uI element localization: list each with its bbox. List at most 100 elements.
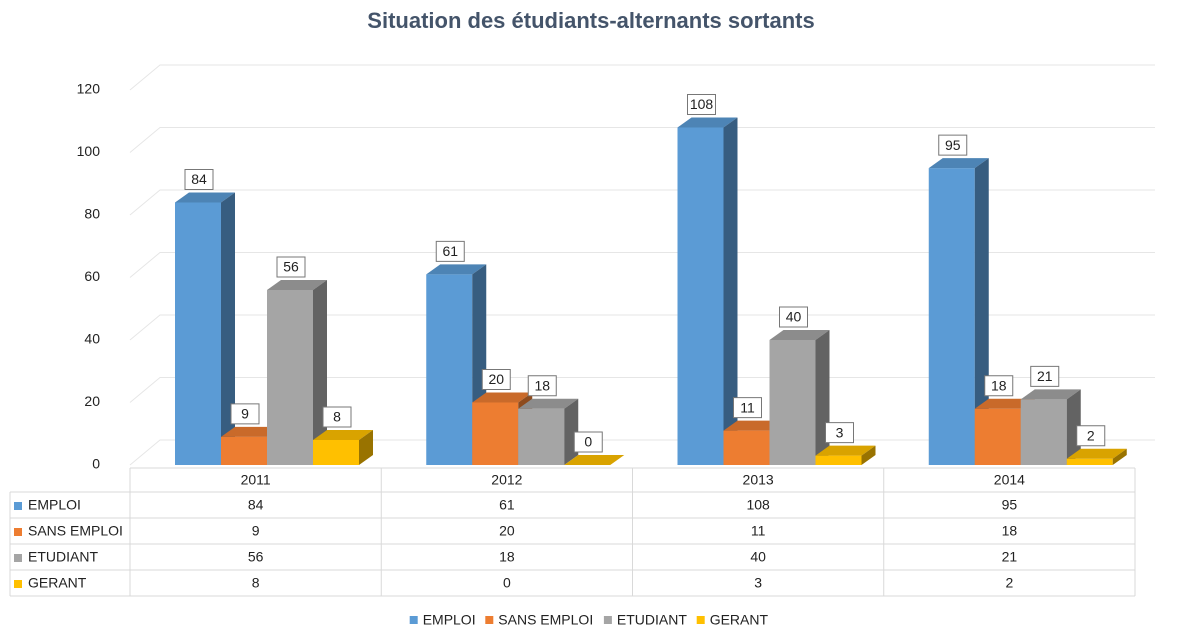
bar-front [175, 202, 221, 465]
grid-line [129, 64, 1155, 91]
legend-key [409, 616, 418, 624]
table-cell: 56 [248, 549, 264, 565]
table-cell: 0 [503, 575, 511, 591]
data-label-box [184, 169, 214, 190]
bar-top [267, 280, 327, 290]
data-label-box [230, 403, 260, 425]
data-label-box [527, 375, 557, 397]
data-label: 2 [1087, 427, 1095, 443]
data-label: 40 [786, 309, 802, 325]
x-tick-label: 2014 [994, 472, 1025, 488]
data-label-box [435, 240, 465, 262]
bar-top [175, 192, 235, 203]
data-label: 21 [1037, 368, 1053, 384]
bar-side [1112, 448, 1127, 465]
table-cell: 84 [248, 497, 264, 513]
data-label: 11 [740, 399, 755, 415]
table-cell: 18 [499, 549, 515, 565]
x-tick-label: 2012 [491, 472, 522, 488]
table-row-label: ETUDIANT [28, 549, 98, 565]
bar-side [221, 192, 235, 465]
bar-top [974, 398, 1035, 409]
bar-top [313, 430, 373, 440]
bar-front [267, 290, 313, 465]
bar-top [677, 117, 738, 128]
data-label: 9 [241, 406, 249, 422]
data-label-box [1076, 425, 1106, 447]
bar-top [928, 158, 989, 169]
bar-front [313, 440, 359, 465]
data-label: 20 [488, 371, 504, 387]
bar-top [769, 330, 830, 340]
grid-line [129, 127, 1155, 153]
y-tick-label: 60 [84, 268, 100, 284]
bar-top [564, 455, 625, 465]
data-label-box [573, 431, 603, 453]
data-label-box [687, 94, 716, 115]
table-cell: 21 [1002, 549, 1018, 565]
table-cell: 18 [1002, 523, 1018, 539]
table-cell: 108 [746, 497, 770, 513]
data-label: 61 [442, 243, 458, 259]
bar [769, 330, 830, 465]
table-cell: 40 [750, 549, 766, 565]
data-label-box [779, 306, 808, 328]
bar [267, 280, 327, 465]
grid-line [129, 189, 1155, 216]
bar-front [426, 274, 473, 465]
bar-top [472, 392, 533, 403]
table-cell: 20 [499, 523, 515, 539]
legend-key [485, 616, 494, 624]
bar-top [815, 445, 876, 456]
data-label: 0 [584, 434, 592, 450]
bar-front [815, 455, 862, 465]
legend-label: ETUDIANT [617, 612, 687, 628]
data-label: 95 [945, 137, 961, 153]
bar-front [518, 408, 565, 465]
legend-key [603, 616, 612, 624]
table-cell: 11 [751, 523, 766, 539]
data-label-box [1030, 365, 1060, 387]
data-label: 18 [991, 377, 1007, 393]
data-label: 108 [690, 96, 714, 112]
table-cell: 61 [499, 497, 515, 513]
x-tick-label: 2011 [241, 472, 271, 488]
bar [815, 445, 876, 465]
bar-front [1066, 458, 1113, 465]
legend-key [696, 616, 705, 624]
data-label-box [733, 397, 762, 419]
bar-top [518, 398, 579, 409]
bar-side [861, 445, 876, 465]
bar [928, 158, 989, 465]
data-label: 8 [333, 409, 341, 425]
bar-front [723, 430, 770, 465]
bar [1020, 389, 1081, 465]
bar-top [1020, 389, 1081, 400]
table-cell: 95 [1002, 497, 1018, 513]
grid-line [129, 252, 1155, 278]
x-tick-label: 2013 [743, 472, 774, 488]
legend-label: SANS EMPLOI [498, 612, 593, 628]
chart-title: Situation des étudiants-alternants sorta… [367, 8, 814, 33]
data-label-box [984, 375, 1014, 397]
data-label-box [276, 256, 306, 278]
data-label: 3 [836, 424, 844, 440]
y-tick-label: 100 [77, 143, 101, 159]
legend-label: EMPLOI [423, 612, 476, 628]
data-label: 18 [534, 377, 550, 393]
data-label-box [938, 134, 968, 156]
data-label-box [322, 406, 352, 428]
table-key [14, 528, 22, 536]
bar [1066, 448, 1127, 465]
table-key [14, 580, 22, 588]
table-row-label: GERANT [28, 575, 87, 591]
table-cell: 8 [252, 575, 260, 591]
table-key [14, 554, 22, 562]
table-cell: 2 [1005, 575, 1013, 591]
bar-top [1066, 448, 1127, 459]
y-tick-label: 0 [92, 456, 100, 472]
table-row-label: SANS EMPLOI [28, 523, 123, 539]
bar-front [1020, 399, 1067, 465]
data-label: 56 [283, 259, 299, 275]
